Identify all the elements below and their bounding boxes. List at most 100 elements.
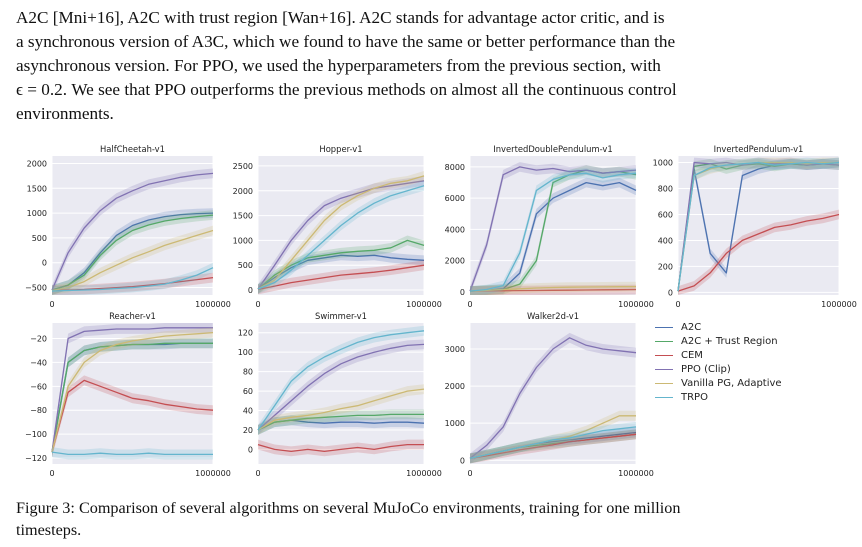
caption-line: Figure 3: Comparison of several algorith… — [16, 499, 681, 517]
y-tick-label: 800 — [658, 184, 673, 193]
y-tick-label: 2000 — [445, 257, 465, 266]
y-tick-label: 60 — [243, 387, 253, 396]
y-tick-label: 0 — [460, 288, 465, 297]
y-tick-label: 2000 — [445, 382, 465, 391]
series-band — [258, 176, 424, 294]
series-band — [258, 235, 424, 294]
x-tick-label: 0 — [467, 469, 472, 478]
legend-swatch — [655, 368, 673, 370]
y-tick-label: 40 — [243, 407, 253, 416]
series-band — [258, 339, 424, 435]
series-line — [51, 451, 213, 456]
legend-entry: TRPO — [655, 390, 855, 404]
y-tick-label: −20 — [30, 335, 47, 344]
series-band — [258, 180, 424, 294]
series-line — [51, 379, 214, 453]
y-tick-label: 2500 — [233, 162, 253, 171]
x-tick-label: 1000000 — [195, 300, 231, 309]
series-band — [52, 327, 213, 457]
y-tick-label: 0 — [42, 259, 47, 268]
series-band — [258, 171, 424, 294]
legend-swatch — [655, 326, 673, 328]
series-band — [678, 157, 839, 295]
series-line — [51, 327, 213, 453]
y-tick-label: −80 — [30, 406, 47, 415]
series-line — [677, 161, 840, 292]
paragraph-line: asynchronous version. For PPO, we used t… — [16, 56, 661, 75]
series-line — [257, 413, 424, 431]
series-line — [469, 172, 637, 292]
y-tick-label: 100 — [238, 348, 253, 357]
y-tick-label: 200 — [658, 262, 673, 271]
y-tick-label: 0 — [668, 288, 673, 297]
series-line — [257, 254, 425, 290]
x-tick-label: 1000000 — [406, 469, 442, 478]
legend-swatch — [655, 382, 673, 384]
x-tick-label: 1000000 — [618, 469, 654, 478]
y-tick-label: −60 — [30, 382, 47, 391]
y-tick-label: 1000 — [445, 419, 465, 428]
series-line — [257, 388, 425, 431]
series-band — [52, 168, 213, 295]
paragraph-line: A2C [Mni+16], A2C with trust region [Wan… — [16, 8, 665, 27]
legend-entry: Vanilla PG, Adaptive — [655, 376, 855, 390]
legend-swatch — [655, 340, 673, 342]
plot-area — [258, 323, 424, 464]
paragraph-line: ϵ = 0.2. We see that PPO outperforms the… — [16, 80, 677, 99]
legend-swatch — [655, 354, 673, 356]
y-tick-label: 80 — [243, 368, 253, 377]
y-tick-label: 8000 — [445, 163, 465, 172]
series-band — [678, 157, 839, 295]
y-tick-label: 6000 — [445, 194, 465, 203]
series-line — [51, 267, 214, 292]
chart-title: HalfCheetah-v1 — [100, 144, 165, 154]
series-line — [51, 212, 214, 291]
plot-area — [52, 323, 213, 464]
y-tick-label: 500 — [238, 261, 253, 270]
series-line — [469, 288, 637, 292]
legend-entry: CEM — [655, 348, 855, 362]
series-line — [469, 166, 637, 292]
series-band — [258, 415, 424, 435]
series-line — [51, 172, 214, 291]
series-band — [258, 439, 424, 457]
legend-entry: A2C — [655, 320, 855, 334]
chart-title: InvertedPendulum-v1 — [714, 144, 804, 154]
y-tick-label: 120 — [238, 329, 253, 338]
chart-panel: Reacher-v1 −120 −100 −80 −60 −40 −20 0 1000000 — [25, 311, 231, 478]
series-line — [51, 342, 213, 453]
series-band — [470, 410, 636, 464]
series-band — [470, 429, 636, 464]
y-tick-label: 1500 — [27, 184, 47, 193]
series-line — [257, 264, 425, 291]
series-line — [257, 343, 425, 431]
x-tick-label: 0 — [49, 469, 54, 478]
y-tick-label: 2000 — [233, 187, 253, 196]
x-tick-label: 0 — [467, 300, 472, 309]
series-line — [257, 443, 424, 453]
series-band — [470, 281, 636, 295]
series-line — [257, 330, 425, 431]
chart-title: InvertedDoublePendulum-v1 — [493, 144, 612, 154]
series-line — [51, 331, 214, 453]
series-line — [469, 433, 637, 460]
legend-label: Vanilla PG, Adaptive — [681, 377, 782, 389]
y-tick-label: 600 — [658, 210, 673, 219]
x-tick-label: 1000000 — [406, 300, 442, 309]
series-line — [257, 180, 425, 290]
y-tick-label: 1000 — [233, 236, 253, 245]
x-tick-label: 1000000 — [195, 469, 231, 478]
series-line — [257, 175, 425, 290]
series-line — [469, 285, 637, 292]
x-tick-label: 1000000 — [821, 300, 857, 309]
legend-entry: PPO (Clip) — [655, 362, 855, 376]
series-band — [470, 332, 636, 464]
legend-label: A2C + Trust Region — [681, 335, 778, 347]
series-line — [469, 337, 637, 459]
x-tick-label: 1000000 — [618, 300, 654, 309]
series-line — [257, 185, 425, 290]
series-line — [51, 229, 214, 292]
legend-label: CEM — [681, 349, 703, 361]
x-tick-label: 0 — [255, 469, 260, 478]
chart-panel: Swimmer-v1 0 20 40 60 80 100 120 0 1000000 — [238, 311, 442, 478]
